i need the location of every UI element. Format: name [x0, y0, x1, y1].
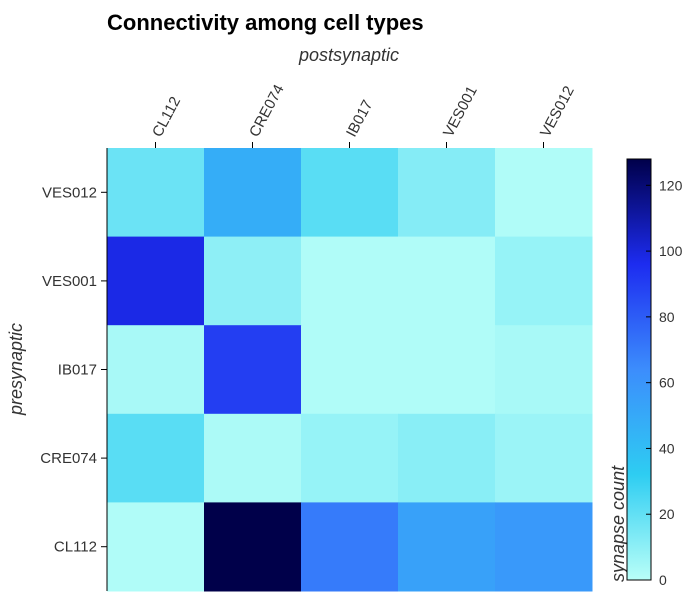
heatmap-cell-CL112-VES012: [495, 502, 593, 592]
colorbar-tick-label: 80: [659, 309, 675, 325]
colorbar-tick-label: 20: [659, 506, 675, 522]
x-tick-label: VES001: [440, 83, 481, 140]
heatmap-cell-CRE074-IB017: [301, 413, 399, 503]
heatmap-cell-CL112-VES001: [398, 502, 496, 592]
heatmap-cell-CRE074-CRE074: [204, 413, 302, 503]
x-tick-label: VES012: [537, 83, 578, 140]
y-axis: VES012 VES001 IB017 CRE074 CL112: [40, 148, 108, 591]
heatmap-cell-CRE074-VES001: [398, 413, 496, 503]
heatmap-cell-IB017-CRE074: [204, 325, 302, 415]
heatmap-cell-IB017-IB017: [301, 325, 399, 415]
x-axis-title: postsynaptic: [298, 45, 399, 65]
heatmap-cell-VES012-CRE074: [204, 148, 302, 238]
heatmap-cell-VES001-VES012: [495, 236, 593, 326]
colorbar-axis: 0 20 40 60 80 100 120: [646, 177, 683, 588]
heatmap-cell-VES001-IB017: [301, 236, 399, 326]
heatmap-cell-CRE074-VES012: [495, 413, 593, 503]
colorbar: [626, 158, 652, 581]
heatmap-cell-CL112-IB017: [301, 502, 399, 592]
y-tick-label: CRE074: [40, 450, 97, 467]
colorbar-tick-label: 60: [659, 375, 675, 391]
heatmap-cell-VES001-VES001: [398, 236, 496, 326]
x-tick-label: CRE074: [246, 82, 288, 140]
y-tick-label: CL112: [54, 539, 97, 556]
colorbar-tick-label: 120: [659, 177, 683, 193]
heatmap-cell-CRE074-CL112: [107, 413, 205, 503]
heatmap-cell-IB017-VES001: [398, 325, 496, 415]
y-tick-label: IB017: [58, 362, 97, 379]
heatmap-cell-VES012-CL112: [107, 148, 205, 238]
heatmap-cell-VES012-VES012: [495, 148, 593, 238]
heatmap-cell-CL112-CRE074: [204, 502, 302, 592]
chart-title: Connectivity among cell types: [107, 10, 424, 35]
heatmap-cell-VES012-VES001: [398, 148, 496, 238]
colorbar-tick-label: 100: [659, 243, 683, 259]
colorbar-label: synapse count: [608, 465, 628, 582]
heatmap-cell-IB017-VES012: [495, 325, 593, 415]
colorbar-tick-label: 40: [659, 440, 675, 456]
x-axis: CL112 CRE074 IB017 VES001 VES012: [149, 82, 578, 148]
heatmap-cell-VES001-CL112: [107, 236, 205, 326]
heatmap-cells: [107, 148, 593, 592]
colorbar-tick-label: 0: [659, 572, 667, 588]
heatmap-cell-VES001-CRE074: [204, 236, 302, 326]
y-axis-title: presynaptic: [6, 323, 26, 416]
heatmap-cell-IB017-CL112: [107, 325, 205, 415]
heatmap-cell-VES012-IB017: [301, 148, 399, 238]
heatmap-cell-CL112-CL112: [107, 502, 205, 592]
x-tick-label: IB017: [343, 97, 376, 140]
x-tick-label: CL112: [149, 94, 184, 140]
y-tick-label: VES001: [42, 273, 97, 290]
y-tick-label: VES012: [42, 184, 97, 201]
